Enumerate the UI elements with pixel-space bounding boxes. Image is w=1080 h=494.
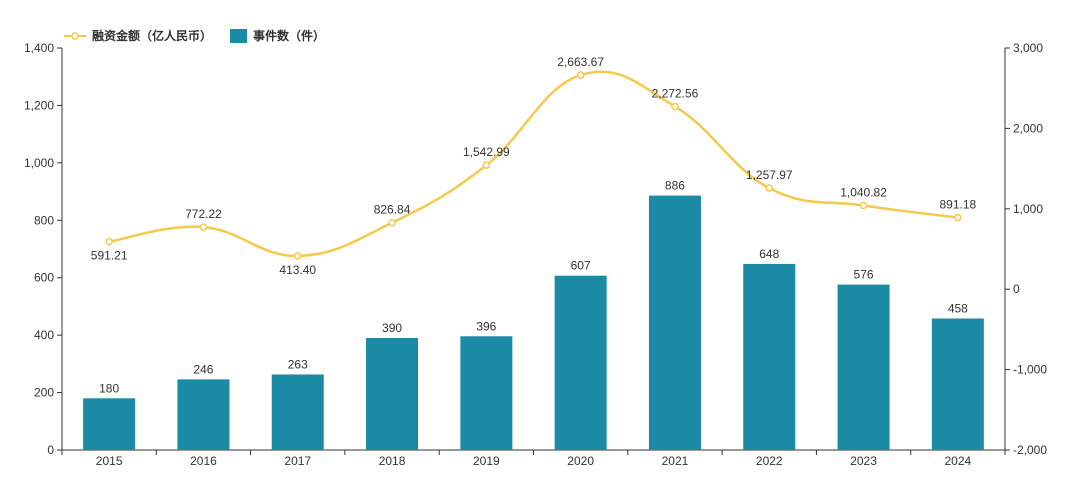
- left-tick-label: 200: [34, 386, 54, 400]
- bar: [83, 398, 136, 450]
- line-point: [388, 218, 396, 227]
- legend-item-bar[interactable]: 事件数（件）: [230, 28, 325, 43]
- bar: [271, 374, 324, 450]
- line-value-label: 1,257.97: [746, 168, 793, 182]
- left-tick-label: 1,400: [24, 41, 54, 55]
- line-value-label: 1,542.99: [463, 145, 510, 159]
- bar-value-label: 607: [571, 259, 591, 273]
- bar: [177, 379, 230, 450]
- x-tick-label: 2019: [473, 454, 500, 468]
- x-tick-label: 2016: [190, 454, 217, 468]
- right-tick-label: -1,000: [1013, 363, 1047, 377]
- line-value-label: 2,663.67: [557, 55, 604, 69]
- bar: [837, 284, 890, 450]
- line-point: [199, 223, 208, 231]
- line-point: [576, 71, 585, 79]
- bar-value-label: 390: [382, 321, 402, 335]
- x-axis: 2015 2016 2017 2018 2019 2020 2021 2022 2023 2024: [61, 449, 1006, 468]
- x-tick-label: 2020: [567, 454, 594, 468]
- line-point: [482, 161, 491, 169]
- bar-value-label: 886: [665, 179, 685, 193]
- bar-value-label: 246: [193, 362, 213, 376]
- line-value-label: 772.22: [185, 207, 222, 221]
- right-tick-label: 1,000: [1013, 202, 1043, 216]
- bar-value-label: 180: [99, 381, 119, 395]
- x-tick-label: 2022: [756, 454, 783, 468]
- x-tick-label: 2015: [96, 454, 123, 468]
- bar-value-label: 576: [854, 268, 874, 282]
- line-value-label: 826.84: [374, 203, 411, 217]
- line-value-label: 591.21: [91, 249, 128, 263]
- bar-series: 180 246 263 390 396 607 886 648 576 458: [83, 179, 984, 450]
- x-tick-label: 2024: [944, 454, 971, 468]
- line-value-label: 891.18: [939, 198, 976, 212]
- bar: [931, 318, 984, 450]
- bar-value-label: 263: [288, 357, 308, 371]
- bar-value-label: 458: [948, 301, 968, 315]
- bar: [554, 275, 607, 450]
- line-point: [859, 201, 868, 210]
- legend-label-line: 融资金额（亿人民币）: [92, 28, 212, 43]
- bar: [648, 195, 701, 450]
- line-point: [294, 252, 302, 260]
- left-tick-label: 1,000: [24, 156, 54, 170]
- legend-label-bar: 事件数（件）: [253, 28, 325, 43]
- line-value-label: 413.40: [279, 263, 316, 277]
- line-path: [108, 70, 959, 258]
- bar: [460, 336, 513, 450]
- line-point: [954, 213, 962, 222]
- left-tick-label: 600: [34, 271, 54, 285]
- line-point: [765, 184, 773, 192]
- line-series: 591.21 772.22 413.40 826.84 1,542.99 2,663.67…: [91, 55, 977, 277]
- x-tick-label: 2018: [379, 454, 406, 468]
- x-tick-label: 2023: [850, 454, 877, 468]
- right-tick-label: 3,000: [1013, 41, 1043, 55]
- right-tick-label: 2,000: [1013, 121, 1043, 135]
- left-tick-label: 400: [34, 328, 54, 342]
- line-value-label: 1,040.82: [840, 186, 887, 200]
- bar: [366, 338, 419, 450]
- x-tick-label: 2021: [662, 454, 689, 468]
- x-tick-label: 2017: [284, 454, 311, 468]
- line-point: [105, 237, 113, 246]
- left-y-axis: 0 200 400 600 800 1,000 1,200 1,400: [24, 41, 63, 457]
- legend-item-line[interactable]: 融资金额（亿人民币）: [64, 28, 212, 43]
- left-tick-label: 800: [34, 213, 54, 227]
- line-point: [671, 102, 679, 111]
- legend: 融资金额（亿人民币） 事件数（件）: [64, 28, 325, 43]
- left-tick-label: 0: [47, 443, 54, 457]
- right-y-axis: -2,000 -1,000 0 1,000 2,000 3,000: [1004, 41, 1047, 457]
- left-tick-label: 1,200: [24, 98, 54, 112]
- bar: [743, 263, 796, 450]
- bar-value-label: 396: [476, 319, 496, 333]
- bar-value-label: 648: [759, 247, 779, 261]
- right-tick-label: -2,000: [1013, 443, 1047, 457]
- line-value-label: 2,272.56: [652, 86, 699, 100]
- right-tick-label: 0: [1013, 282, 1020, 296]
